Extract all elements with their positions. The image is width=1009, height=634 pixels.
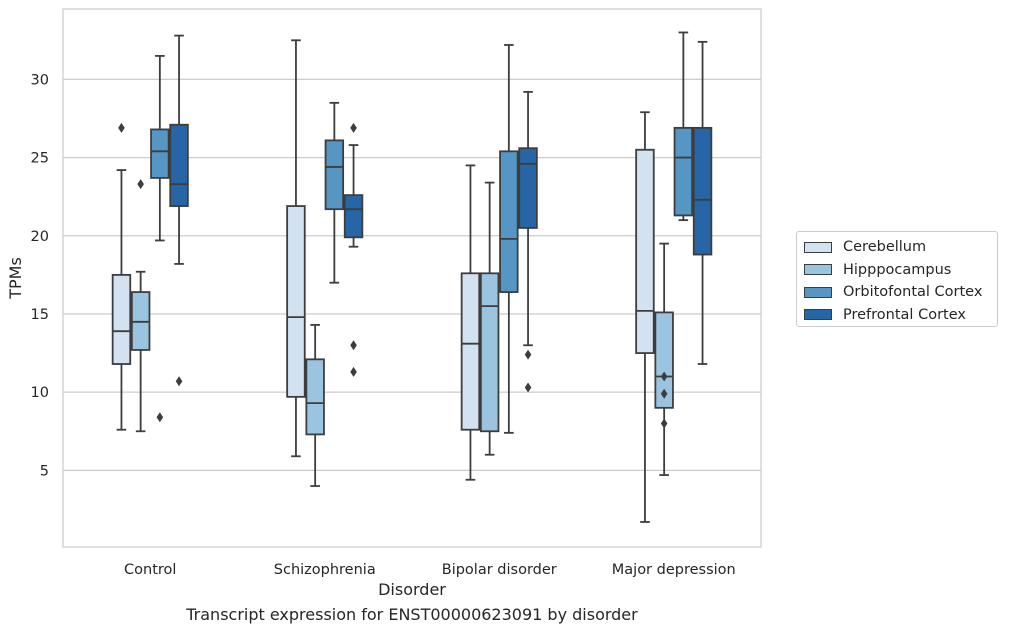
iqr-box <box>150 128 170 179</box>
box-orbitofontal-cortex <box>673 31 694 222</box>
box-orbitofontal-cortex <box>324 101 345 284</box>
outlier-point <box>118 122 125 133</box>
legend-item[interactable]: Orbitofontal Cortex <box>804 281 997 304</box>
outlier-point <box>350 366 357 377</box>
box-hipppocampus <box>654 242 674 476</box>
box-cerebellum <box>635 111 655 523</box>
x-tick-label: Schizophrenia <box>274 562 376 578</box>
legend-swatch <box>804 241 832 253</box>
box-plot-marks <box>111 31 713 523</box>
iqr-box <box>673 126 694 217</box>
iqr-box <box>305 358 325 436</box>
iqr-box <box>518 147 538 229</box>
box-orbitofontal-cortex <box>150 55 170 423</box>
outlier-point <box>524 349 532 360</box>
y-axis-label: TPMs <box>6 257 25 300</box>
outlier-point <box>350 340 357 351</box>
chart-caption: Transcript expression for ENST0000062309… <box>186 605 638 624</box>
box-hipppocampus <box>479 181 500 456</box>
y-tick-label: 10 <box>31 385 49 401</box>
legend-swatch <box>804 264 832 276</box>
outlier-point <box>660 388 668 399</box>
box-cerebellum <box>286 39 306 458</box>
box-hipppocampus <box>305 324 325 487</box>
iqr-box <box>324 139 345 211</box>
iqr-box <box>286 205 306 398</box>
legend-label: Orbitofontal Cortex <box>843 284 983 301</box>
legend-label: Hipppocampus <box>843 261 952 278</box>
legend-swatch <box>804 309 832 321</box>
legend-label: Prefrontal Cortex <box>843 306 966 323</box>
box-prefrontal-cortex <box>518 90 538 393</box>
outlier-point <box>660 371 668 382</box>
legend-item[interactable]: Prefrontal Cortex <box>804 304 997 327</box>
iqr-box <box>635 148 655 354</box>
outlier-point <box>660 418 668 429</box>
y-tick-label: 25 <box>31 151 49 167</box>
box-prefrontal-cortex <box>343 122 364 377</box>
outlier-point <box>350 122 357 133</box>
box-hipppocampus <box>130 179 151 433</box>
iqr-box <box>479 272 500 433</box>
x-tick-label: Control <box>124 562 176 578</box>
legend-swatch <box>804 286 832 298</box>
x-tick-label: Major depression <box>612 562 736 578</box>
y-tick-label: 5 <box>40 463 49 479</box>
box-prefrontal-cortex <box>169 34 189 387</box>
outlier-point <box>156 412 164 423</box>
outlier-point <box>137 179 144 190</box>
iqr-box <box>499 150 519 293</box>
iqr-box <box>692 126 713 256</box>
legend: Cerebellum Hipppocampus Orbitofontal Corte… <box>796 231 998 327</box>
box-orbitofontal-cortex <box>499 44 519 434</box>
iqr-box <box>460 272 481 431</box>
x-tick-label: Bipolar disorder <box>442 562 557 578</box>
y-tick-label: 15 <box>31 307 49 323</box>
legend-item[interactable]: Cerebellum <box>804 236 997 259</box>
y-tick-label: 30 <box>31 72 49 88</box>
iqr-box <box>343 194 364 239</box>
outlier-point <box>524 382 532 393</box>
legend-item[interactable]: Hipppocampus <box>804 259 997 282</box>
box-prefrontal-cortex <box>692 40 713 365</box>
iqr-box <box>169 123 189 207</box>
plot-frame <box>62 8 762 548</box>
axes: 5 10 15 20 25 30 Control Schizophrenia Bipolar d… <box>31 72 736 578</box>
box-cerebellum <box>111 122 132 431</box>
legend-label: Cerebellum <box>843 239 927 256</box>
outlier-point <box>175 376 183 387</box>
iqr-box <box>111 273 132 365</box>
x-axis-label: Disorder <box>378 580 446 599</box>
y-tick-label: 20 <box>31 229 49 245</box>
box-cerebellum <box>460 164 481 481</box>
iqr-box <box>654 311 674 409</box>
